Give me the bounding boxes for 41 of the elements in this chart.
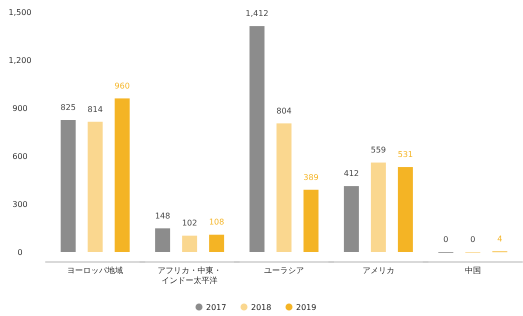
data-label: 412 (344, 169, 360, 178)
bar (88, 122, 103, 252)
bar (250, 26, 264, 252)
bar (114, 98, 130, 252)
data-label: 0 (443, 235, 448, 244)
data-label: 804 (276, 106, 292, 116)
bar (182, 236, 198, 252)
bar (370, 162, 386, 252)
x-tick-label: ユーラシア (263, 266, 305, 276)
bar (304, 190, 318, 252)
data-label: 148 (154, 211, 170, 220)
data-label: 960 (114, 81, 130, 90)
y-tick-label: 600 (12, 152, 28, 161)
data-label: 559 (370, 146, 386, 155)
y-tick-label: 1,200 (8, 56, 32, 65)
bar (344, 186, 359, 252)
data-label: 108 (208, 218, 224, 227)
x-tick-label: 中国 (464, 266, 482, 276)
bar (276, 123, 292, 252)
x-tick-label: アメリカ (361, 266, 396, 276)
bar (60, 120, 76, 252)
data-label: 531 (398, 150, 414, 160)
legend-label: 2018 (251, 303, 272, 312)
x-tick-label: ヨーロッパ地域 (66, 266, 124, 276)
data-label: 814 (88, 104, 103, 114)
data-label: 825 (60, 103, 76, 112)
y-tick-label: 300 (12, 200, 28, 209)
data-label: 102 (182, 218, 198, 228)
data-label: 389 (303, 172, 319, 182)
x-tick-label: アフリカ・中東・インドー太平洋 (156, 266, 223, 286)
bar (209, 234, 224, 252)
bar (155, 228, 170, 252)
bar (398, 167, 413, 252)
y-tick-label: 1,500 (8, 8, 32, 17)
legend-label: 2019 (296, 303, 316, 312)
data-label: 4 (497, 234, 502, 244)
y-tick-label: 900 (12, 104, 28, 113)
data-label: 0 (470, 235, 476, 244)
legend-label: 2017 (206, 303, 226, 312)
y-tick-label: 0 (17, 248, 23, 257)
data-label: 1,412 (246, 9, 268, 18)
